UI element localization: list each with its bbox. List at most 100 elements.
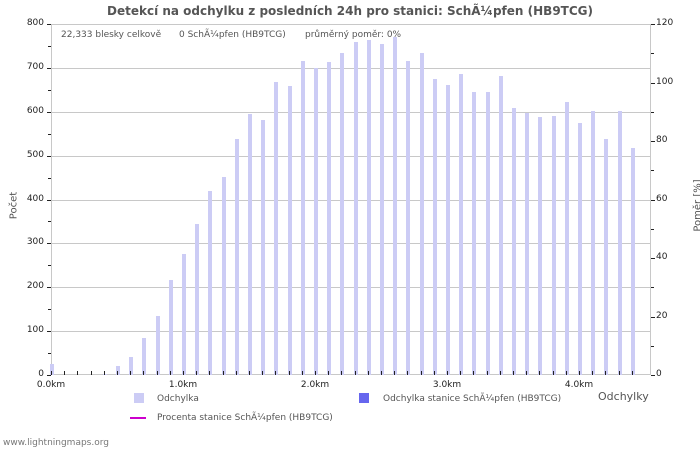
y-right-tick-label: 20	[656, 310, 668, 321]
y-right-tick-label: 60	[656, 193, 668, 204]
bar-odchylka	[353, 41, 358, 375]
gridline	[51, 243, 651, 245]
y-left-tick	[47, 331, 51, 333]
bar-odchylka	[525, 113, 530, 375]
x-tick	[130, 371, 131, 375]
info-total: 22,333 blesky celkově	[61, 30, 162, 40]
x-tick-label: 3.0km	[432, 380, 462, 390]
x-tick	[209, 371, 210, 375]
bar-odchylka	[432, 79, 437, 375]
x-tick	[473, 371, 474, 375]
y-right-minor-tick	[651, 228, 654, 230]
bar-odchylka	[129, 357, 134, 375]
x-tick	[619, 371, 620, 375]
y-left-tick	[47, 67, 51, 69]
x-tick	[341, 371, 342, 375]
bar-odchylka	[50, 364, 54, 375]
x-tick-label: 0.0km	[36, 380, 66, 390]
y-left-tick	[47, 243, 51, 245]
gridline	[51, 155, 651, 157]
x-tick	[487, 371, 488, 375]
y-right-tick-label: 100	[656, 76, 674, 87]
x-tick	[170, 371, 171, 375]
y-axis-right-label: Poměr [%]	[692, 179, 700, 232]
bar-odchylka	[630, 148, 635, 375]
y-left-minor-tick	[48, 221, 51, 223]
x-tick	[117, 371, 118, 375]
bar-odchylka	[591, 111, 596, 375]
x-tick	[143, 371, 144, 375]
x-tick	[407, 371, 408, 375]
y-left-minor-tick	[48, 309, 51, 311]
bar-odchylka	[446, 84, 450, 375]
y-left-minor-tick	[48, 133, 51, 135]
bar-odchylka	[380, 44, 384, 375]
bar-odchylka	[208, 190, 213, 375]
x-tick	[315, 371, 316, 375]
y-left-tick	[47, 111, 51, 113]
x-tick	[592, 371, 593, 375]
bar-odchylka	[538, 117, 543, 375]
y-right-tick	[651, 375, 655, 376]
x-tick	[249, 371, 250, 375]
y-left-tick-label: 0	[38, 369, 44, 379]
y-left-minor-tick	[48, 89, 51, 91]
x-tick	[368, 371, 369, 375]
y-left-tick	[47, 155, 51, 157]
x-tick	[302, 371, 303, 375]
y-left-tick-label: 800	[26, 18, 44, 28]
x-axis-label: Odchylky	[598, 390, 649, 403]
bar-odchylka	[366, 39, 371, 375]
x-tick	[275, 371, 276, 375]
y-left-tick-label: 600	[26, 105, 44, 116]
bar-odchylka	[314, 68, 318, 375]
x-tick	[236, 371, 237, 375]
x-tick	[289, 371, 290, 375]
x-tick	[394, 371, 395, 375]
bar-odchylka	[116, 366, 120, 375]
bar-odchylka	[406, 61, 411, 375]
bar-odchylka	[564, 102, 569, 375]
y-left-tick	[47, 199, 51, 201]
x-tick	[91, 371, 92, 375]
y-left-minor-tick	[48, 353, 51, 355]
y-left-tick-label: 700	[26, 61, 44, 72]
y-left-tick	[47, 287, 51, 289]
bar-odchylka	[168, 279, 173, 375]
y-left-minor-tick	[48, 265, 51, 267]
y-right-tick-label: 120	[656, 18, 674, 28]
x-tick	[104, 371, 105, 375]
y-right-tick	[651, 141, 655, 142]
bar-odchylka	[234, 138, 239, 375]
bar-odchylka	[485, 92, 490, 375]
bar-odchylka	[142, 337, 147, 375]
bar-odchylka	[472, 91, 477, 375]
x-tick	[434, 371, 435, 375]
bar-odchylka	[287, 86, 292, 375]
y-right-tick-label: 0	[656, 369, 662, 379]
bar-odchylka	[393, 37, 398, 375]
bar-odchylka	[221, 176, 226, 375]
x-tick	[262, 371, 263, 375]
x-tick	[566, 371, 567, 375]
x-tick	[64, 371, 65, 375]
bar-odchylka	[261, 119, 266, 375]
x-tick	[421, 371, 422, 375]
x-tick	[223, 371, 224, 375]
bar-odchylka	[419, 52, 424, 375]
y-left-tick-label: 500	[26, 149, 44, 160]
x-tick-label: 2.0km	[300, 380, 330, 390]
footer-url: www.lightningmaps.org	[3, 438, 109, 448]
bar-odchylka	[155, 315, 160, 375]
y-right-tick-label: 80	[656, 135, 668, 145]
x-tick	[605, 371, 606, 375]
x-tick	[460, 371, 461, 375]
x-tick	[328, 371, 329, 375]
gridline	[51, 287, 651, 289]
y-right-tick	[651, 199, 655, 201]
bar-odchylka	[551, 116, 556, 375]
x-tick	[51, 371, 52, 375]
x-tick-label: 4.0km	[564, 380, 594, 390]
legend-label-odchylka: Odchylka	[157, 394, 199, 404]
bar-odchylka	[327, 62, 332, 375]
